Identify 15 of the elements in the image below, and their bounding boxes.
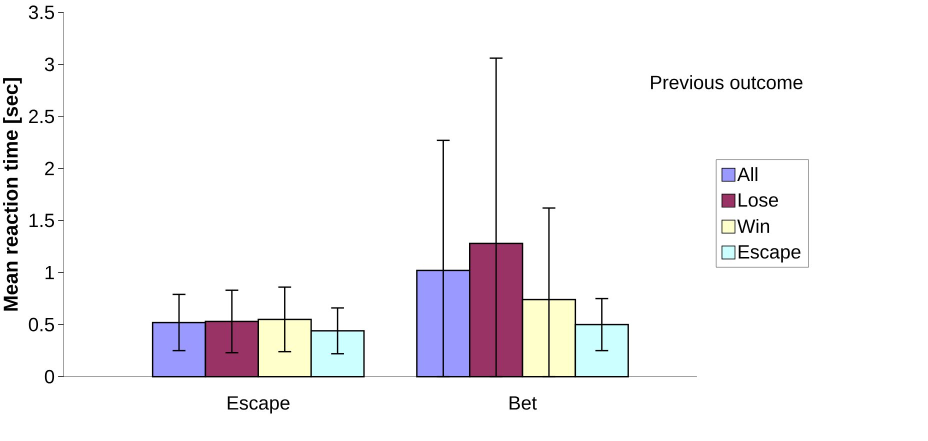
y-tick-label: 1	[46, 266, 54, 280]
y-tick-label: 3	[44, 58, 54, 72]
y-tick-label: 3.5	[28, 5, 54, 20]
legend-label: Escape	[738, 245, 800, 262]
legend-label: Lose	[738, 193, 778, 207]
y-tick-label: 0	[44, 370, 54, 384]
legend-label: All	[737, 167, 758, 181]
y-axis-title: Mean reaction time [sec]	[3, 78, 22, 311]
legend-title: Previous outcome	[651, 75, 802, 90]
x-tick-label: Bet	[510, 396, 537, 410]
y-tick-label: 1.5	[30, 214, 54, 228]
y-tick-label: 2	[45, 162, 54, 176]
y-tick-label: 2.5	[29, 110, 54, 124]
y-tick-label: 0.5	[28, 318, 54, 332]
legend-label: Win	[737, 218, 770, 233]
